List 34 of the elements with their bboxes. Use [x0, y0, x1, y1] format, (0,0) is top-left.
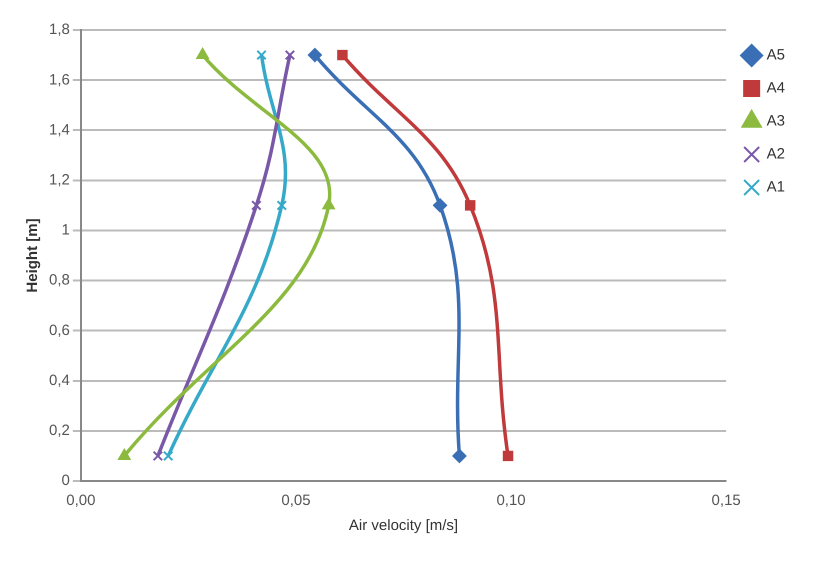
point	[464, 200, 476, 211]
y-tick-label: 0,2	[48, 422, 70, 440]
x-axis-title: Air velocity [m/s]	[348, 517, 458, 534]
y-tick-label: 0,8	[48, 272, 70, 289]
x-tick-label: 0,15	[712, 492, 741, 510]
legend-label: A2	[766, 146, 786, 163]
x-tick-label: 0,10	[496, 492, 526, 510]
y-tick-label: 0,4	[48, 372, 70, 389]
point	[162, 450, 174, 462]
legend-label: A5	[766, 46, 786, 64]
point	[256, 50, 267, 60]
point	[452, 448, 466, 463]
point	[502, 450, 514, 462]
legend-label: A3	[766, 112, 786, 130]
y-tick-label: 1,6	[48, 71, 70, 88]
point	[152, 450, 164, 462]
legend-label: A4	[766, 80, 786, 97]
point	[196, 48, 209, 60]
y-tick-label: 1,4	[48, 121, 70, 138]
point	[284, 50, 296, 60]
legend-label: A1	[766, 178, 786, 196]
y-tick-label: 0	[62, 472, 70, 490]
y-tick-label: 1,8	[48, 21, 70, 38]
point	[251, 200, 262, 211]
point	[337, 50, 348, 60]
point	[433, 198, 448, 212]
x-tick-label: 0,00	[66, 492, 96, 510]
x-tick-label: 0,05	[281, 492, 311, 510]
y-tick-label: 0,6	[48, 322, 70, 339]
y-tick-label: 1	[62, 222, 70, 239]
y-axis-title: Height [m]	[24, 218, 42, 293]
point	[276, 200, 287, 211]
point	[308, 48, 322, 62]
y-tick-label: 1,2	[48, 171, 70, 188]
